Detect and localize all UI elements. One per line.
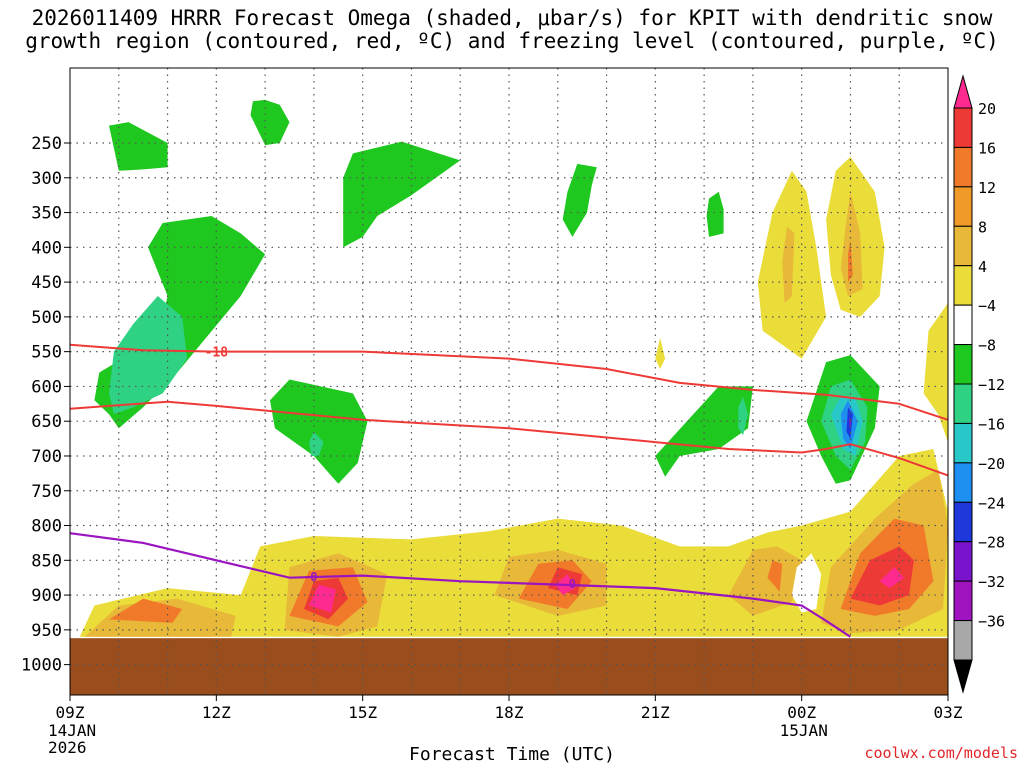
- colorbar-label: −4: [978, 297, 996, 315]
- omega-shading: [79, 99, 949, 637]
- colorbar-label: 8: [978, 218, 987, 236]
- omega-region-33: [767, 560, 783, 592]
- y-tick-label: 750: [31, 482, 62, 502]
- colorbar-top-triangle: [953, 74, 973, 109]
- omega-region-16: [848, 240, 853, 283]
- gridlines: [70, 68, 948, 695]
- freezing-contour-label: 0: [569, 577, 576, 591]
- y-tick-label: 650: [31, 412, 62, 432]
- y-tick-label: 700: [31, 447, 62, 467]
- colorbar-swatch: [953, 265, 973, 306]
- omega-region-40: [879, 567, 905, 589]
- omega-region-8: [309, 431, 324, 456]
- dgz-contour-top: [69, 343, 949, 421]
- omega-region-3: [562, 163, 597, 237]
- colorbar-label: −16: [978, 415, 1005, 433]
- y-tick-label: 400: [31, 238, 62, 258]
- omega-region-4: [706, 191, 724, 237]
- colorbar-label: 4: [978, 258, 987, 276]
- y-tick-label: 250: [31, 134, 62, 154]
- omega-region-0: [109, 122, 168, 171]
- x-tick-sublabel: 15JAN: [780, 721, 828, 740]
- x-tick-label: 09Z: [56, 703, 85, 722]
- omega-region-37: [850, 546, 914, 606]
- contours: -18 0 0: [69, 343, 949, 638]
- colorbar-label: 12: [978, 179, 996, 197]
- omega-region-11: [655, 337, 666, 369]
- x-tick-label: 15Z: [348, 703, 377, 722]
- x-tick-label: 18Z: [495, 703, 524, 722]
- omega-region-6: [109, 296, 188, 415]
- colorbar-swatch: [953, 422, 973, 464]
- colorbar-swatch: [953, 186, 973, 227]
- y-tick-label: 300: [31, 169, 62, 189]
- y-tick-label: 500: [31, 308, 62, 328]
- x-tick-label: 03Z: [934, 703, 963, 722]
- omega-region-15: [840, 191, 863, 296]
- y-tick-label: 550: [31, 343, 62, 363]
- credit-link[interactable]: coolwx.com/models: [864, 744, 1018, 762]
- y-tick-label: 850: [31, 551, 62, 571]
- colorbar-label: −8: [978, 337, 996, 355]
- x-tick-sublabel: 2026: [48, 738, 87, 757]
- omega-region-30: [109, 598, 183, 623]
- y-tick-label: 1000: [21, 656, 62, 676]
- colorbar-bottom-triangle: [953, 659, 973, 694]
- chart-title-line1: 2026011409 HRRR Forecast Omega (shaded, …: [31, 6, 993, 30]
- colorbar-swatch: [953, 580, 973, 622]
- colorbar-label: 16: [978, 139, 996, 157]
- colorbar-label: −28: [978, 534, 1005, 552]
- y-tick-label: 950: [31, 621, 62, 641]
- omega-region-1: [250, 99, 290, 146]
- colorbar-label: −36: [978, 613, 1005, 631]
- omega-region-10: [738, 396, 748, 436]
- freezing-level-contour: [69, 532, 852, 638]
- colorbar-swatch: [953, 501, 973, 543]
- omega-region-7: [270, 379, 368, 484]
- y-tick-label: 450: [31, 273, 62, 293]
- colorbar-swatch: [953, 462, 973, 503]
- omega-region-17: [923, 303, 948, 443]
- x-tick-label: 00Z: [787, 703, 816, 722]
- x-tick-label: 21Z: [641, 703, 670, 722]
- colorbar-label: −20: [978, 455, 1005, 473]
- colorbar-label: −24: [978, 494, 1005, 512]
- colorbar: 20 16 12 8 4 −4 −8 −12 −16 −20 −24 −28 −32 −36: [953, 74, 1005, 694]
- y-tick-label: 900: [31, 586, 62, 606]
- colorbar-swatch: [953, 107, 973, 148]
- colorbar-swatch: [953, 383, 973, 424]
- x-tick-sublabel: 14JAN: [48, 721, 96, 740]
- colorbar-swatch: [953, 225, 973, 267]
- dgz-contour-bottom: [69, 400, 949, 477]
- colorbar-swatch: [953, 304, 973, 346]
- colorbar-label: −32: [978, 573, 1005, 591]
- chart-title-line2: growth region (contoured, red, ºC) and f…: [25, 29, 999, 53]
- omega-region-9: [655, 386, 753, 477]
- omega-region-2: [343, 141, 461, 248]
- colorbar-swatch: [953, 620, 973, 661]
- y-tick-label: 600: [31, 377, 62, 397]
- y-tick-label: 800: [31, 517, 62, 537]
- dgz-contour-label: -18: [205, 346, 229, 361]
- colorbar-label: 20: [978, 100, 996, 118]
- colorbar-label: −12: [978, 376, 1005, 394]
- x-axis-label: Forecast Time (UTC): [409, 744, 615, 765]
- colorbar-swatch: [953, 541, 973, 582]
- x-tick-label: 12Z: [202, 703, 231, 722]
- omega-region-38: [309, 584, 336, 613]
- y-tick-label: 350: [31, 204, 62, 224]
- colorbar-swatch: [953, 344, 973, 385]
- omega-region-13: [782, 226, 795, 303]
- freezing-contour-label: 0: [310, 570, 317, 584]
- omega-region-23: [849, 417, 852, 429]
- y-axis: 250 300 350 400 450 500 550 600 650 700 750 800 850 9…: [21, 134, 70, 676]
- omega-region-41: [791, 553, 822, 613]
- colorbar-swatch: [953, 146, 973, 188]
